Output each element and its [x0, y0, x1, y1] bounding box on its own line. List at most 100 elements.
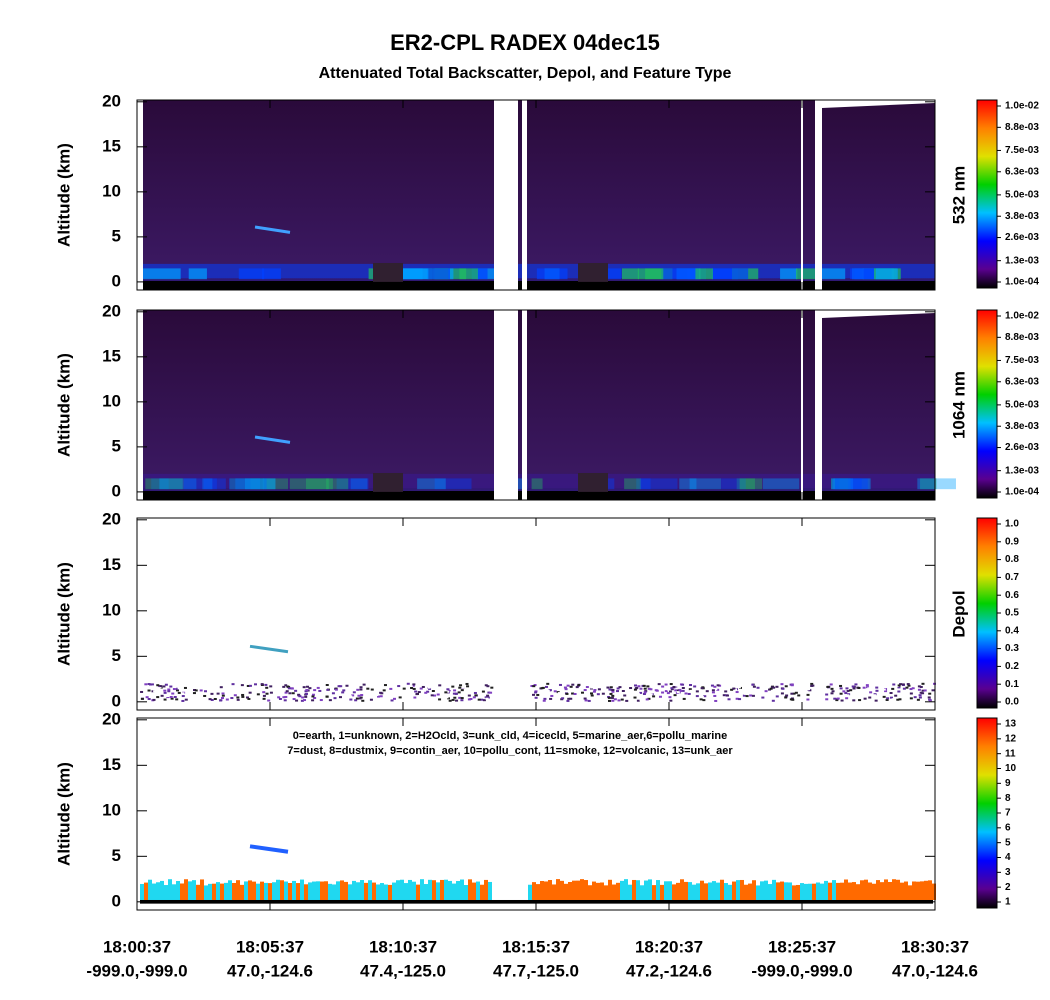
- depol-pixel: [247, 697, 251, 700]
- feature-column: [596, 882, 600, 900]
- depol-pixel: [621, 689, 625, 692]
- cloud-streak: [249, 644, 289, 654]
- data-gap: [522, 518, 527, 710]
- depol-pixel: [383, 684, 387, 687]
- depol-pixel: [678, 688, 682, 691]
- depol-pixel: [642, 684, 646, 687]
- x-tick-sublabel: 47.4,-125.0: [360, 961, 446, 980]
- depol-pixel: [569, 685, 573, 688]
- depol-pixel: [894, 694, 898, 697]
- colorbar-tick-label: 10: [1005, 763, 1017, 774]
- depol-pixel: [534, 691, 538, 694]
- depol-pixel: [700, 696, 704, 699]
- feature-column: [580, 879, 584, 900]
- depol-pixel: [616, 690, 620, 693]
- depol-pixel: [193, 689, 197, 692]
- depol-pixel: [549, 697, 553, 700]
- depol-pixel: [278, 697, 282, 700]
- feature-column: [436, 882, 440, 900]
- colorbar-tick-label: 0.9: [1005, 536, 1019, 547]
- colorbar-tick-label: 11: [1005, 748, 1016, 759]
- feature-column: [812, 883, 816, 900]
- feature-column: [444, 879, 448, 900]
- feature-column: [672, 884, 676, 900]
- depol-pixel: [358, 697, 362, 700]
- depol-pixel: [669, 683, 673, 686]
- feature-column: [192, 880, 196, 900]
- depol-pixel: [219, 686, 223, 689]
- aerosol-patch: [739, 478, 763, 490]
- depol-pixel: [745, 695, 749, 698]
- feature-column: [536, 884, 540, 900]
- feature-column: [332, 884, 336, 900]
- depol-pixel: [585, 686, 589, 689]
- depol-pixel: [807, 695, 811, 698]
- feature-column: [544, 881, 548, 900]
- depol-pixel: [216, 692, 220, 695]
- depol-pixel: [175, 698, 179, 701]
- depol-pixel: [784, 696, 788, 699]
- colorbar-label: 1064 nm: [949, 371, 968, 439]
- depol-pixel: [832, 695, 836, 698]
- depol-pixel: [461, 686, 465, 689]
- feature-column: [640, 885, 644, 900]
- feature-column: [456, 881, 460, 900]
- feature-column: [844, 879, 848, 900]
- colorbar-tick-label: 1.0e-04: [1005, 277, 1039, 288]
- depol-pixel: [681, 689, 685, 692]
- depol-pixel: [477, 698, 481, 701]
- depol-pixel: [897, 686, 901, 689]
- y-tick-label: 20: [102, 709, 121, 728]
- blank-top: [822, 100, 935, 108]
- depol-pixel: [661, 685, 665, 688]
- depol-pixel: [275, 698, 279, 701]
- colorbar-tick-label: 0.5: [1005, 608, 1019, 619]
- depol-pixel: [228, 695, 232, 698]
- depol-pixel: [587, 699, 591, 702]
- depol-pixel: [573, 693, 577, 696]
- feature-column: [152, 883, 156, 900]
- colorbar-tick-label: 7: [1005, 808, 1011, 819]
- data-gap: [801, 518, 803, 710]
- depol-pixel: [176, 687, 180, 690]
- depol-pixel: [530, 685, 534, 688]
- feature-legend: 7=dust, 8=dustmix, 9=contin_aer, 10=poll…: [287, 745, 733, 757]
- colorbar-tick-label: 6: [1005, 822, 1011, 833]
- feature-column: [220, 883, 224, 900]
- depol-pixel: [543, 697, 547, 700]
- depol-pixel: [534, 696, 538, 699]
- feature-column: [284, 881, 288, 900]
- aerosol-patch: [238, 268, 265, 280]
- y-tick-label: 15: [102, 346, 121, 365]
- aerosol-patch: [839, 478, 851, 490]
- depol-pixel: [414, 690, 418, 693]
- depol-pixel: [903, 686, 907, 689]
- aerosol-patch: [151, 478, 169, 490]
- depol-pixel: [396, 691, 400, 694]
- depol-pixel: [684, 692, 688, 695]
- depol-pixel: [377, 695, 381, 698]
- depol-pixel: [790, 684, 794, 687]
- depol-pixel: [253, 683, 257, 686]
- depol-pixel: [772, 686, 776, 689]
- feature-column: [644, 880, 648, 900]
- feature-column: [248, 880, 252, 900]
- depol-pixel: [298, 695, 302, 698]
- depol-pixel: [431, 690, 435, 693]
- depol-pixel: [423, 698, 427, 701]
- colorbar-tick-label: 1.0: [1005, 519, 1019, 530]
- depol-pixel: [542, 699, 546, 702]
- depol-pixel: [164, 683, 168, 686]
- feature-column: [800, 883, 804, 900]
- cloud-block: [373, 262, 403, 282]
- depol-pixel: [789, 698, 793, 701]
- colorbar: [976, 517, 998, 709]
- colorbar-tick-label: 2.6e-03: [1005, 232, 1039, 243]
- feature-column: [908, 885, 912, 900]
- colorbar: [976, 717, 998, 909]
- feature-column: [740, 879, 744, 900]
- depol-pixel: [251, 685, 255, 688]
- depol-pixel: [181, 695, 185, 698]
- feature-column: [532, 882, 536, 900]
